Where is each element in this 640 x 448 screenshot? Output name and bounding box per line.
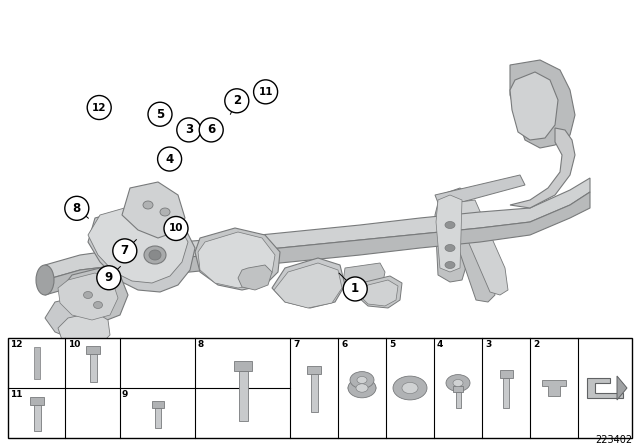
Bar <box>34 347 40 379</box>
Polygon shape <box>617 376 627 400</box>
Bar <box>453 386 463 392</box>
Polygon shape <box>510 60 575 148</box>
Ellipse shape <box>445 221 455 228</box>
Bar <box>234 361 252 371</box>
Ellipse shape <box>393 376 427 400</box>
Text: 7: 7 <box>293 340 300 349</box>
Text: 2: 2 <box>533 340 540 349</box>
Text: 5: 5 <box>156 108 164 121</box>
Circle shape <box>225 89 249 113</box>
Polygon shape <box>448 202 495 302</box>
Text: 10: 10 <box>68 340 81 349</box>
Ellipse shape <box>445 262 455 268</box>
Circle shape <box>148 102 172 126</box>
Text: 12: 12 <box>10 340 22 349</box>
Ellipse shape <box>402 383 418 394</box>
Circle shape <box>87 95 111 120</box>
Text: 9: 9 <box>105 271 113 284</box>
Text: 11: 11 <box>259 87 273 97</box>
Polygon shape <box>360 280 398 306</box>
Text: 8: 8 <box>73 202 81 215</box>
Ellipse shape <box>144 246 166 264</box>
Polygon shape <box>274 263 342 308</box>
Polygon shape <box>198 232 275 288</box>
Text: 3: 3 <box>485 340 492 349</box>
Ellipse shape <box>143 201 153 209</box>
Polygon shape <box>62 268 128 322</box>
Bar <box>90 354 97 382</box>
Polygon shape <box>435 175 525 208</box>
Circle shape <box>177 118 201 142</box>
Ellipse shape <box>357 376 367 383</box>
Ellipse shape <box>350 371 374 388</box>
Text: 1: 1 <box>351 282 359 296</box>
Ellipse shape <box>83 292 93 298</box>
Circle shape <box>65 196 89 220</box>
Bar <box>499 370 513 378</box>
Circle shape <box>113 239 137 263</box>
Polygon shape <box>238 265 272 290</box>
Bar <box>307 366 321 374</box>
Ellipse shape <box>348 383 376 393</box>
Ellipse shape <box>36 265 54 295</box>
Text: 2: 2 <box>233 94 241 108</box>
Polygon shape <box>58 273 118 320</box>
Text: 7: 7 <box>121 244 129 258</box>
Polygon shape <box>195 228 280 290</box>
Polygon shape <box>122 182 185 238</box>
Polygon shape <box>358 276 402 308</box>
Bar <box>152 401 164 408</box>
Bar <box>310 374 317 412</box>
Text: 8: 8 <box>197 340 204 349</box>
Polygon shape <box>45 295 105 340</box>
Polygon shape <box>542 380 566 396</box>
Circle shape <box>343 277 367 301</box>
Ellipse shape <box>348 378 376 398</box>
Bar <box>8 338 632 438</box>
Bar <box>86 346 100 354</box>
Polygon shape <box>510 128 575 208</box>
Circle shape <box>97 266 121 290</box>
Polygon shape <box>45 192 590 295</box>
Ellipse shape <box>160 208 170 216</box>
Circle shape <box>157 147 182 171</box>
Text: 223402: 223402 <box>595 435 632 445</box>
Text: 6: 6 <box>341 340 348 349</box>
Text: 10: 10 <box>169 224 183 233</box>
Text: 4: 4 <box>437 340 444 349</box>
Polygon shape <box>45 178 590 280</box>
Ellipse shape <box>356 384 368 392</box>
Polygon shape <box>435 188 470 282</box>
Polygon shape <box>58 312 110 348</box>
Ellipse shape <box>93 302 102 309</box>
Bar <box>239 371 248 421</box>
Circle shape <box>253 80 278 104</box>
Polygon shape <box>343 263 385 292</box>
Text: 12: 12 <box>92 103 106 112</box>
Text: 5: 5 <box>389 340 396 349</box>
Bar <box>503 378 509 408</box>
Bar <box>33 405 40 431</box>
Bar <box>155 408 161 428</box>
Polygon shape <box>510 72 558 140</box>
Bar <box>30 397 44 405</box>
Polygon shape <box>587 378 623 398</box>
Text: 6: 6 <box>207 123 215 137</box>
Bar <box>456 392 461 408</box>
Circle shape <box>199 118 223 142</box>
Text: 4: 4 <box>166 152 173 166</box>
Polygon shape <box>88 210 195 292</box>
Ellipse shape <box>446 375 470 392</box>
Ellipse shape <box>149 250 161 260</box>
Ellipse shape <box>453 379 463 387</box>
Text: 11: 11 <box>10 390 22 399</box>
Text: 9: 9 <box>122 390 129 399</box>
Polygon shape <box>436 195 462 272</box>
Polygon shape <box>458 200 508 295</box>
Polygon shape <box>88 207 188 283</box>
Circle shape <box>164 216 188 241</box>
Polygon shape <box>272 258 345 308</box>
Text: 3: 3 <box>185 123 193 137</box>
Ellipse shape <box>445 245 455 251</box>
